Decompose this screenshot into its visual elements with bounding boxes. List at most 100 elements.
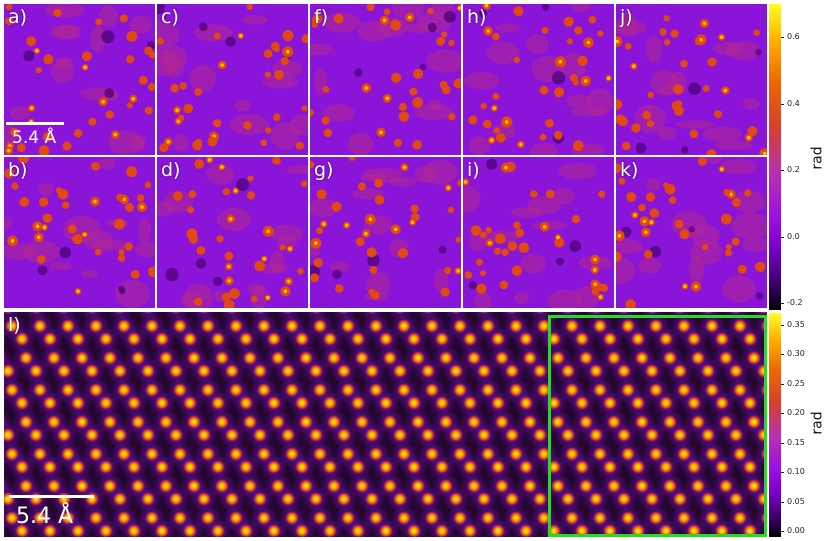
noise-blob xyxy=(616,19,647,35)
atom-column xyxy=(593,447,607,461)
atom-column xyxy=(369,511,383,525)
atom-column xyxy=(145,447,159,461)
atom-column xyxy=(131,351,145,365)
atom-column xyxy=(691,415,705,429)
atom-column xyxy=(243,351,257,365)
atom-column xyxy=(591,312,601,314)
atom-spot xyxy=(412,97,423,108)
colorbar-top-unit: rad xyxy=(809,146,826,170)
atom-column xyxy=(691,479,705,493)
panel-a: a) 5.4 Å xyxy=(4,4,155,155)
atom-column xyxy=(691,351,705,365)
atom-column xyxy=(355,415,369,429)
atom-core xyxy=(617,234,622,238)
atom-spot xyxy=(753,29,760,36)
atom-column xyxy=(173,383,187,397)
noise-blob xyxy=(530,143,559,155)
atom-column xyxy=(407,396,421,410)
atom-column xyxy=(337,364,351,378)
atom-column xyxy=(211,460,225,474)
atom-spot xyxy=(19,197,30,207)
noise-blob xyxy=(289,114,308,136)
atom-column xyxy=(313,383,327,397)
atom-column xyxy=(603,332,617,346)
atom-spot xyxy=(323,128,333,138)
atom-core xyxy=(489,138,494,142)
atom-column xyxy=(481,383,495,397)
atom-core xyxy=(288,247,292,251)
colorbar-top-tick-label: 0.4 xyxy=(787,98,800,108)
atom-column xyxy=(523,479,537,493)
atom-spot xyxy=(246,191,256,200)
atom-column xyxy=(197,428,211,442)
atom-spot xyxy=(138,75,148,85)
atom-spot xyxy=(88,117,97,126)
atom-spot xyxy=(300,180,308,188)
atom-column xyxy=(57,364,71,378)
atom-core xyxy=(322,222,326,226)
atom-column xyxy=(341,383,355,397)
atom-column xyxy=(201,319,215,333)
atom-column xyxy=(729,428,743,442)
atom-column xyxy=(565,319,579,333)
panel-c: c) xyxy=(157,4,308,155)
atom-column xyxy=(551,351,565,365)
atom-column xyxy=(705,511,719,525)
atom-column xyxy=(215,415,229,429)
dark-spot xyxy=(236,178,249,192)
atom-column xyxy=(617,492,631,506)
atom-spot xyxy=(518,242,530,253)
atom-spot xyxy=(399,102,407,111)
panel-label: b) xyxy=(8,159,28,181)
atom-spot xyxy=(247,175,254,182)
atom-spot xyxy=(147,83,155,92)
atom-column xyxy=(155,396,169,410)
atom-column xyxy=(505,364,519,378)
colorbar-top-tick-mark xyxy=(781,103,784,105)
atom-spot xyxy=(316,227,323,235)
atom-column xyxy=(4,482,5,490)
atom-column xyxy=(675,312,685,314)
atom-column xyxy=(201,383,215,397)
atom-column xyxy=(211,396,225,410)
atom-column xyxy=(257,383,271,397)
atom-column xyxy=(75,479,89,493)
atom-core xyxy=(410,220,415,225)
noise-blob xyxy=(705,157,723,164)
atom-column xyxy=(339,312,349,314)
atom-spot xyxy=(118,249,125,256)
atom-spot xyxy=(616,36,623,47)
atom-spot xyxy=(124,242,133,251)
atom-column xyxy=(397,319,411,333)
atom-core xyxy=(719,35,724,39)
atom-column xyxy=(341,447,355,461)
dark-spot xyxy=(367,254,380,267)
atom-column xyxy=(299,415,313,429)
atom-column xyxy=(575,396,589,410)
atom-column xyxy=(575,524,589,537)
atom-column xyxy=(593,511,607,525)
atom-column xyxy=(393,364,407,378)
noise-blob xyxy=(731,213,767,240)
atom-core xyxy=(556,235,560,240)
atom-column xyxy=(253,428,267,442)
atom-spot xyxy=(625,299,636,308)
atom-column xyxy=(309,492,323,506)
atom-column xyxy=(169,364,183,378)
atom-spot xyxy=(157,37,164,45)
noise-blob xyxy=(4,243,38,260)
atom-spot xyxy=(530,190,538,198)
atom-column xyxy=(495,351,509,365)
atom-column xyxy=(15,460,29,474)
noise-blob xyxy=(63,215,101,243)
atom-column xyxy=(281,428,295,442)
colorbar-bottom-tick-label: 0.00 xyxy=(787,526,805,536)
atom-spot xyxy=(279,244,286,251)
atom-column xyxy=(89,383,103,397)
atom-spot xyxy=(698,157,707,166)
atom-column xyxy=(705,319,719,333)
atom-spot xyxy=(598,190,606,198)
atom-column xyxy=(505,492,519,506)
atom-column xyxy=(579,415,593,429)
atom-spot xyxy=(35,67,42,74)
